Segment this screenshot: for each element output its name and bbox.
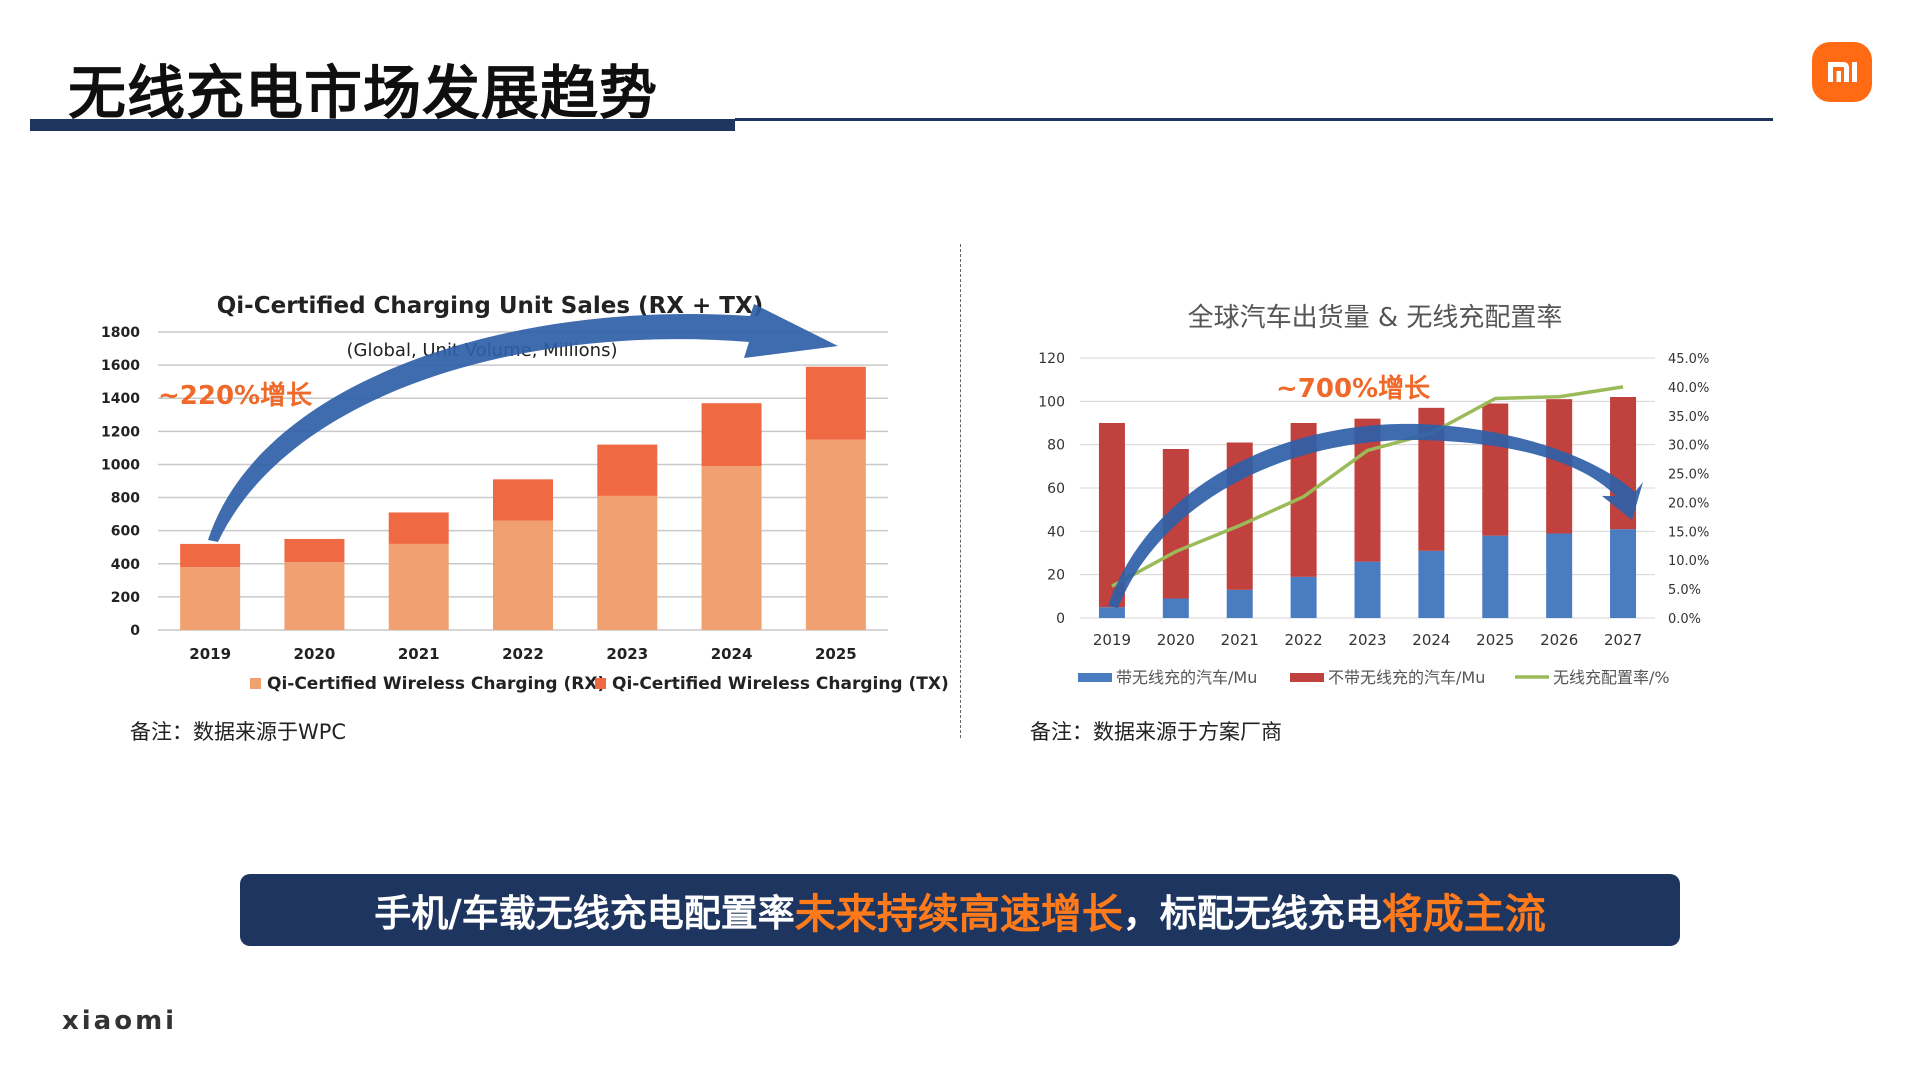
chart2-y2-tick: 40.0% xyxy=(1668,381,1709,396)
chart2-bar-with xyxy=(1290,576,1317,618)
chart1-bar-rx xyxy=(597,495,658,630)
chart1-bar-rx xyxy=(180,567,241,630)
chart2-x-tick: 2021 xyxy=(1221,631,1259,649)
chart2-y2-tick: 35.0% xyxy=(1668,410,1709,425)
banner-text-1: 手机/车载无线充电配置率 xyxy=(374,892,795,935)
chart2-bar-with xyxy=(1418,550,1445,618)
chart1-y-tick: 600 xyxy=(111,524,140,540)
chart2-legend-label: 无线充配置率/% xyxy=(1553,668,1670,687)
chart2-x-tick: 2022 xyxy=(1285,631,1323,649)
chart1-x-tick: 2019 xyxy=(189,645,231,663)
chart1-legend-swatch xyxy=(250,678,261,689)
note-right: 备注：数据来源于方案厂商 xyxy=(1030,720,1282,744)
car-shipment-chart: 全球汽车出货量 & 无线充配置率 0 20 40 60 80 100 120 0.0% 5.0% 1… xyxy=(1038,303,1709,687)
chart1-bar-rx xyxy=(493,520,553,630)
banner-highlight-2: 将成主流 xyxy=(1381,890,1546,938)
chart1-bar-tx xyxy=(493,479,553,521)
chart1-y-tick: 1000 xyxy=(101,457,140,473)
chart2-bar-without xyxy=(1482,403,1509,536)
chart2-legend-label: 带无线充的汽车/Mu xyxy=(1116,668,1257,687)
mi-logo-icon xyxy=(1828,62,1857,82)
brand-wordmark: xiaomi xyxy=(62,1006,178,1036)
chart1-growth-arrow xyxy=(208,304,838,542)
chart1-y-tick: 800 xyxy=(111,491,140,507)
chart2-y-tick: 120 xyxy=(1038,351,1065,367)
chart1-y-tick: 200 xyxy=(111,590,140,606)
chart2-y-tick: 60 xyxy=(1047,481,1065,497)
chart-divider xyxy=(960,244,961,738)
chart2-y2-tick: 25.0% xyxy=(1668,468,1709,483)
chart2-y2-tick: 30.0% xyxy=(1668,439,1709,454)
chart2-y-tick: 100 xyxy=(1038,394,1065,410)
chart2-x-tick: 2027 xyxy=(1604,631,1642,649)
title-underline-thin xyxy=(735,118,1773,121)
chart1-bar-rx xyxy=(701,466,762,630)
chart1-y-tick: 1800 xyxy=(101,325,140,341)
chart1-x-tick: 2024 xyxy=(711,645,753,663)
chart2-y-tick: 80 xyxy=(1047,438,1065,454)
chart2-bar-with xyxy=(1610,529,1637,618)
banner-highlight-1: 未来持续高速增长 xyxy=(794,890,1123,938)
chart1-y-tick: 0 xyxy=(130,623,140,639)
chart2-y-tick: 0 xyxy=(1056,611,1065,627)
chart2-legend-label: 不带无线充的汽车/Mu xyxy=(1328,668,1485,687)
chart1-bar-tx xyxy=(597,444,658,496)
chart2-bar-with xyxy=(1482,535,1509,618)
chart2-y2-tick: 5.0% xyxy=(1668,583,1701,598)
summary-banner: 手机/车载无线充电配置率 未来持续高速增长 ，标配无线充电 将成主流 xyxy=(240,874,1680,946)
chart1-x-tick: 2025 xyxy=(815,645,857,663)
chart1-bar-tx xyxy=(701,403,762,467)
note-left: 备注：数据来源于WPC xyxy=(130,720,347,744)
chart1-y-tick: 1400 xyxy=(101,391,140,407)
chart1-bar-tx xyxy=(388,512,449,544)
chart2-y2-tick: 15.0% xyxy=(1668,525,1709,540)
chart1-bar-tx xyxy=(284,538,345,563)
qi-sales-chart: Qi-Certified Charging Unit Sales (RX + T… xyxy=(101,293,949,694)
chart2-x-tick: 2020 xyxy=(1157,631,1195,649)
chart1-y-tick: 1600 xyxy=(101,358,140,374)
chart2-y2-tick: 0.0% xyxy=(1668,612,1701,627)
chart1-x-tick: 2021 xyxy=(398,645,440,663)
chart1-bar-rx xyxy=(284,562,345,630)
chart1-bar-tx xyxy=(805,366,866,440)
chart2-bar-with xyxy=(1354,561,1381,618)
chart2-bar-with xyxy=(1546,533,1573,618)
mi-logo xyxy=(1812,42,1872,102)
chart1-x-tick: 2020 xyxy=(294,645,336,663)
chart1-legend-label: Qi-Certified Wireless Charging (RX) xyxy=(267,674,605,694)
chart2-y-tick: 20 xyxy=(1047,568,1065,584)
page-title: 无线充电市场发展趋势 xyxy=(68,59,659,127)
chart2-x-tick: 2026 xyxy=(1540,631,1578,649)
chart2-bar-without xyxy=(1546,399,1573,534)
chart2-x-tick: 2025 xyxy=(1476,631,1514,649)
chart1-bar-rx xyxy=(388,543,449,630)
chart2-x-tick: 2019 xyxy=(1093,631,1131,649)
chart1-legend-swatch xyxy=(595,678,606,689)
chart1-y-tick: 1200 xyxy=(101,424,140,440)
chart2-bar-with xyxy=(1226,589,1253,618)
chart2-y2-tick: 10.0% xyxy=(1668,554,1709,569)
chart2-legend-swatch xyxy=(1078,673,1112,682)
chart2-growth-arrow xyxy=(1108,423,1643,608)
chart1-legend-label: Qi-Certified Wireless Charging (TX) xyxy=(612,674,949,694)
chart2-title: 全球汽车出货量 & 无线充配置率 xyxy=(1188,303,1563,333)
chart1-annotation: ~220%增长 xyxy=(158,380,313,411)
chart1-y-tick: 400 xyxy=(111,557,140,573)
chart2-rate-line xyxy=(1111,385,1624,588)
chart1-bar-tx xyxy=(180,543,241,568)
chart2-bar-with xyxy=(1162,598,1189,618)
chart1-x-tick: 2022 xyxy=(502,645,544,663)
chart2-y2-tick: 45.0% xyxy=(1668,352,1709,367)
chart2-bar-with xyxy=(1098,607,1125,618)
chart2-y-tick: 40 xyxy=(1047,524,1065,540)
chart2-legend-swatch xyxy=(1290,673,1324,682)
chart2-annotation: ~700%增长 xyxy=(1276,373,1431,404)
banner-text-2: ，标配无线充电 xyxy=(1122,892,1382,935)
chart1-x-tick: 2023 xyxy=(606,645,648,663)
chart2-y2-tick: 20.0% xyxy=(1668,496,1709,511)
title-underline-thick xyxy=(30,119,735,131)
chart1-bar-rx xyxy=(805,439,866,630)
chart2-x-tick: 2023 xyxy=(1348,631,1386,649)
chart2-x-tick: 2024 xyxy=(1412,631,1450,649)
